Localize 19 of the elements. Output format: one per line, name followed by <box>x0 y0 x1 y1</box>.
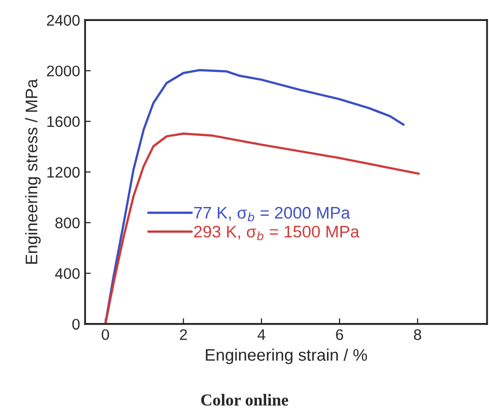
x-tick-label: 8 <box>414 329 422 340</box>
x-tick-label: 0 <box>102 329 110 340</box>
line-series <box>104 68 405 324</box>
y-tick-label: 0 <box>72 318 80 330</box>
x-tick-label: 6 <box>336 329 344 340</box>
text: Color online <box>201 394 288 406</box>
legend-label: 293 K, σ$_{b}$ = 1500 MPa <box>194 226 360 240</box>
y-tick-label: 400 <box>55 268 80 279</box>
line-series <box>104 132 420 324</box>
x-tick-label: 4 <box>258 329 266 340</box>
y-tick-label: 1200 <box>47 166 80 178</box>
y-tick-label: 1600 <box>47 116 80 128</box>
y-tick-label: 2000 <box>47 66 80 76</box>
x-axis-title: Engineering strain / % <box>206 348 368 364</box>
y-tick-label: 2400 <box>47 14 80 26</box>
y-axis-title: Engineering stress / MPa <box>25 78 41 264</box>
legend-label: 77 K, σ$_{b}$ = 2000 MPa <box>194 206 350 222</box>
x-tick-label: 2 <box>180 329 187 340</box>
y-tick-label: 800 <box>55 218 80 228</box>
